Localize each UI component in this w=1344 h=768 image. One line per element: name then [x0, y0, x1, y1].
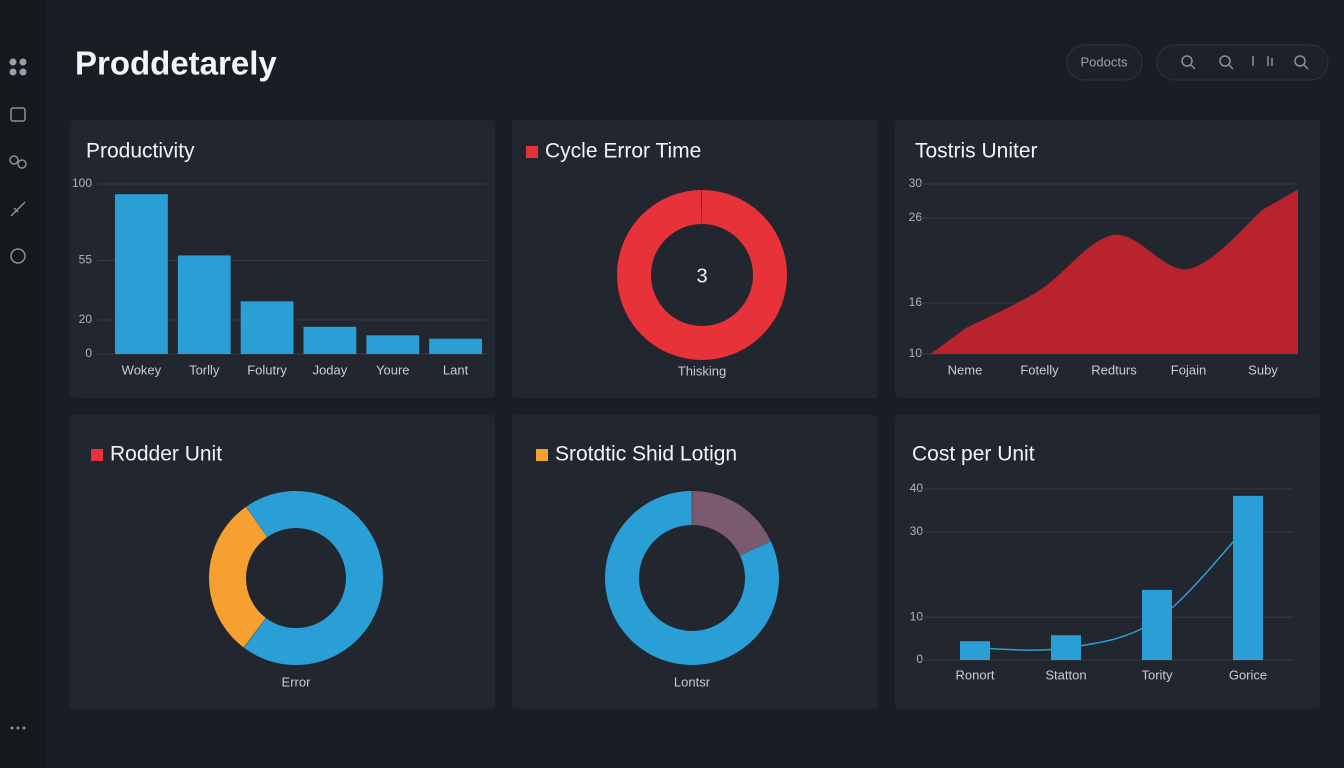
- x-tick-label: Folutry: [247, 362, 287, 377]
- panel: [70, 120, 495, 398]
- products-button-label: Podocts: [1081, 54, 1128, 69]
- x-tick-label: Wokey: [122, 362, 162, 377]
- panel: [512, 415, 878, 709]
- chart-title: Cost per Unit: [912, 443, 1035, 466]
- panel: [512, 120, 878, 398]
- chart-title: Rodder Unit: [110, 443, 222, 466]
- y-tick-label: 20: [79, 312, 93, 326]
- y-tick-label: 10: [909, 346, 923, 360]
- caption: Lontsr: [674, 674, 711, 689]
- page-title: Proddetarely: [75, 45, 277, 82]
- x-tick-label: Youre: [376, 362, 410, 377]
- x-tick-label: Fojain: [1171, 362, 1206, 377]
- x-tick-label: Lant: [443, 362, 469, 377]
- legend-marker: [536, 449, 548, 461]
- search-bar[interactable]: [1156, 44, 1329, 81]
- y-tick-label: 40: [910, 481, 924, 495]
- bar: [366, 335, 420, 354]
- chart-title: Tostris Uniter: [915, 140, 1038, 163]
- x-tick-label: Neme: [948, 362, 983, 377]
- donut-segment: [617, 190, 787, 360]
- bar: [960, 641, 990, 660]
- bar: [1142, 589, 1172, 660]
- panel: [70, 415, 495, 709]
- sidebar-icons[interactable]: [9, 58, 27, 730]
- bar: [1233, 495, 1263, 660]
- y-tick-label: 30: [910, 524, 924, 538]
- y-tick-label: 0: [85, 346, 92, 360]
- legend-marker: [91, 449, 103, 461]
- x-tick-label: Statton: [1045, 667, 1086, 682]
- y-tick-label: 0: [916, 652, 923, 666]
- x-tick-label: Fotelly: [1020, 362, 1059, 377]
- y-tick-label: 26: [909, 210, 923, 224]
- x-tick-label: Torlly: [189, 362, 220, 377]
- y-tick-label: 16: [909, 295, 923, 309]
- caption: Error: [282, 674, 312, 689]
- x-tick-label: Suby: [1248, 362, 1278, 377]
- y-tick-label: 30: [909, 176, 923, 190]
- caption: Thisking: [678, 363, 726, 378]
- donut-segment: [209, 491, 383, 665]
- line: [974, 524, 1249, 651]
- search-icons: [1181, 55, 1309, 70]
- chart-title: Srotdtic Shid Lotign: [555, 443, 737, 466]
- center-label: 3: [696, 265, 707, 287]
- x-tick-label: Ronort: [955, 667, 994, 682]
- x-tick-label: Redturs: [1091, 362, 1137, 377]
- bar: [303, 326, 357, 354]
- sidebar: [0, 0, 46, 768]
- legend-marker: [526, 146, 538, 158]
- donut-segment: [605, 491, 779, 665]
- x-tick-label: Tority: [1141, 667, 1173, 682]
- y-tick-label: 100: [72, 176, 92, 190]
- bar: [240, 301, 294, 354]
- donut-segment: [209, 491, 383, 665]
- bar: [177, 255, 231, 354]
- x-tick-label: Joday: [313, 362, 348, 377]
- area: [930, 189, 1298, 354]
- y-tick-label: 10: [910, 609, 924, 623]
- x-tick-label: Gorice: [1229, 667, 1267, 682]
- y-tick-label: 55: [79, 253, 93, 267]
- bar: [429, 338, 482, 354]
- chart-title: Cycle Error Time: [545, 140, 701, 163]
- bar: [115, 194, 168, 354]
- products-button[interactable]: [1066, 44, 1143, 81]
- chart-title: Productivity: [86, 140, 195, 163]
